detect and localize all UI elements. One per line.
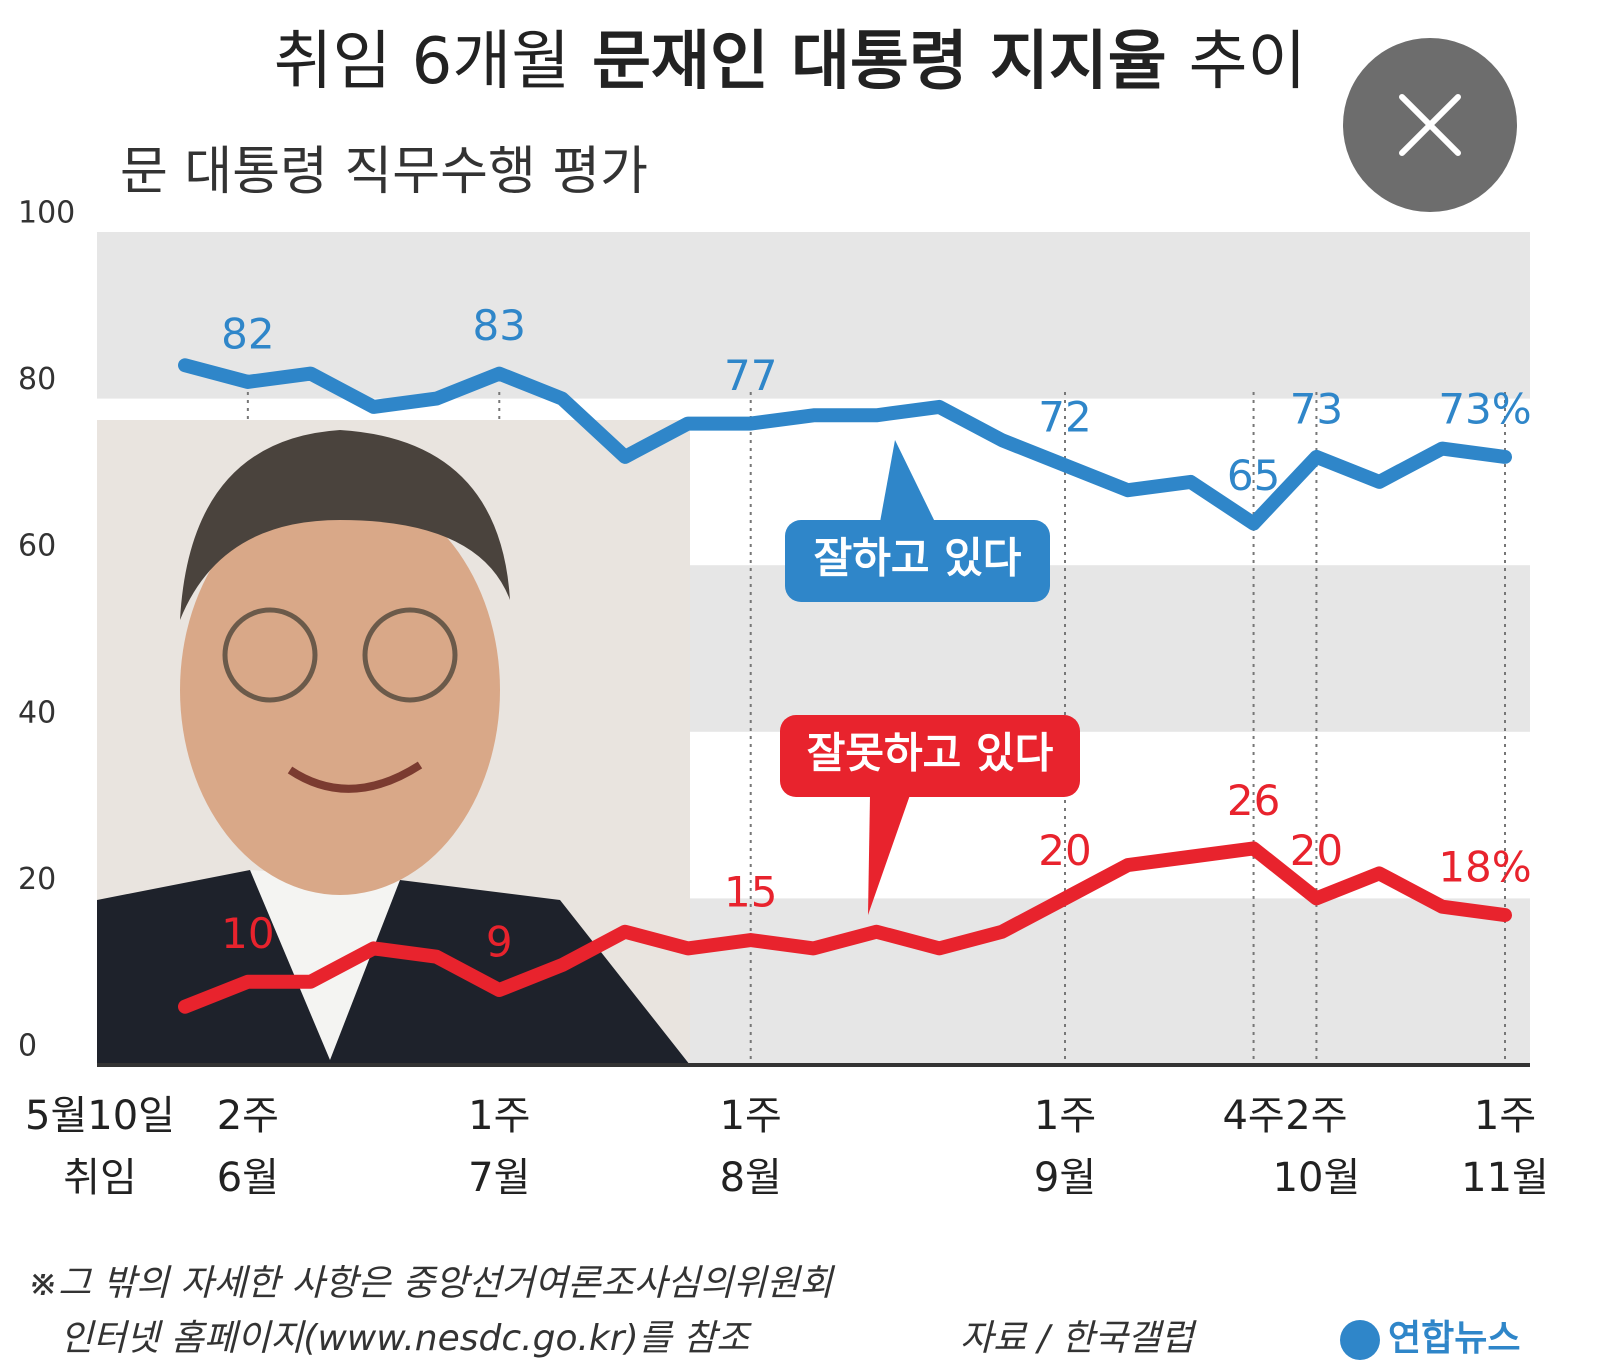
y-tick-label: 0 [18, 1029, 37, 1064]
smile [287, 761, 423, 793]
data-label: 18% [1438, 843, 1531, 892]
chart-subtitle: 문 대통령 직무수행 평가 [120, 142, 648, 202]
data-label: 26 [1227, 776, 1280, 825]
face [180, 485, 500, 895]
footnote: ※그 밖의 자세한 사항은 중앙선거여론조사심의위원회 [28, 1263, 835, 1304]
data-label: 82 [221, 309, 274, 358]
glasses [222, 607, 318, 703]
x-tick-label: 6월 [217, 1155, 279, 1201]
title-part: 추이 [1189, 25, 1307, 99]
x-tick-label: 1주 [720, 1093, 782, 1139]
data-label: 73 [1290, 384, 1343, 433]
y-tick-label: 20 [18, 862, 56, 897]
x-tick-label: 2주 [217, 1093, 279, 1139]
callout-box [785, 520, 1050, 602]
y-tick-label: 80 [18, 362, 56, 397]
legend-label: 잘못하고 있다 [807, 729, 1054, 778]
data-label: 20 [1290, 826, 1343, 875]
glasses [362, 607, 458, 703]
x-tick-label: 9월 [1034, 1155, 1096, 1201]
legend-label: 잘하고 있다 [814, 534, 1022, 583]
hair [180, 430, 510, 620]
close-button[interactable] [1343, 38, 1517, 212]
title-part: 문재인 대통령 지지율 [592, 25, 1166, 99]
title-part: 취임 6개월 [274, 25, 571, 99]
data-label: 65 [1227, 451, 1280, 500]
source: 자료 / 한국갤럽 [960, 1318, 1198, 1359]
data-label: 15 [724, 868, 777, 917]
y-tick-label: 40 [18, 695, 56, 730]
callout-pointer [868, 795, 910, 915]
footnote: 인터넷 홈페이지(www.nesdc.go.kr)를 참조 [60, 1318, 752, 1359]
logo-icon [1340, 1320, 1380, 1360]
callout-pointer [880, 440, 935, 522]
x-tick-label: 8월 [720, 1155, 782, 1201]
x-tick-label: 10월 [1273, 1155, 1361, 1201]
x-tick-label: 4주 [1222, 1093, 1284, 1139]
chart-title: 취임 6개월 문재인 대통령 지지율 추이 [274, 25, 1307, 99]
logo: 연합뉴스 [1388, 1318, 1520, 1359]
data-label: 72 [1038, 393, 1091, 442]
portrait-photo [97, 420, 690, 1065]
data-label: 9 [486, 918, 513, 967]
data-label: 10 [221, 909, 274, 958]
y-tick-label: 60 [18, 529, 56, 564]
shirt [250, 870, 400, 1060]
series-line [178, 841, 1512, 1014]
close-icon[interactable] [1399, 94, 1461, 156]
callout-box [780, 715, 1080, 797]
start-label: 취임 [63, 1155, 137, 1201]
x-tick-label: 1주 [1034, 1093, 1096, 1139]
data-label: 83 [473, 301, 526, 350]
x-tick-label: 2주 [1285, 1093, 1347, 1139]
data-label: 20 [1038, 826, 1091, 875]
data-label: 77 [724, 351, 777, 400]
data-label: 73% [1438, 384, 1531, 433]
x-tick-label: 11월 [1461, 1155, 1549, 1201]
x-tick-label: 1주 [1474, 1093, 1536, 1139]
start-label: 5월10일 [25, 1093, 175, 1139]
y-tick-label: 100 [18, 196, 75, 231]
series-line [178, 358, 1512, 531]
x-tick-label: 1주 [468, 1093, 530, 1139]
grid-band [97, 232, 1530, 399]
x-tick-label: 7월 [468, 1155, 530, 1201]
suit [97, 870, 690, 1065]
